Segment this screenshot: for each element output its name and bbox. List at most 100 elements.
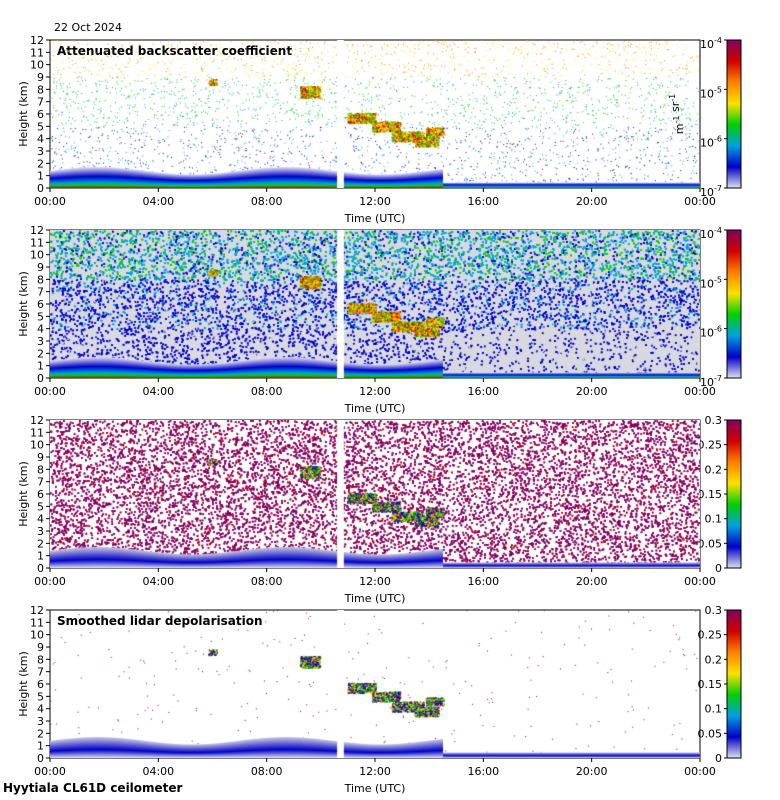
y-tick-label: 4 xyxy=(37,133,44,146)
colorbar-tick-label: 10-7 xyxy=(700,184,722,199)
y-tick-label: 9 xyxy=(37,71,44,84)
y-tick-label: 3 xyxy=(37,335,44,348)
x-tick-label: 04:00 xyxy=(142,195,174,208)
colorbar-tick-label: 10-4 xyxy=(700,36,722,51)
y-tick-label: 6 xyxy=(37,488,44,501)
colorbar-tick-label: 10-4 xyxy=(700,226,722,241)
x-tick-label: 12:00 xyxy=(359,385,391,398)
x-tick-label: 00:00 xyxy=(34,765,66,778)
y-tick-label: 10 xyxy=(30,629,44,642)
x-tick-label: 12:00 xyxy=(359,575,391,588)
colorbar-tick-label: 10-7 xyxy=(700,374,722,389)
x-tick-label: 04:00 xyxy=(142,575,174,588)
y-tick-label: 6 xyxy=(37,108,44,121)
y-tick-label: 11 xyxy=(30,426,44,439)
y-tick-label: 1 xyxy=(37,740,44,753)
heatmap-image xyxy=(50,420,700,568)
heatmap-image xyxy=(50,230,700,378)
y-tick-label: 4 xyxy=(37,323,44,336)
colorbar-tick-label: 0.3 xyxy=(705,604,723,617)
y-tick-label: 12 xyxy=(30,414,44,427)
x-tick-label: 16:00 xyxy=(467,195,499,208)
y-tick-label: 0 xyxy=(37,182,44,195)
x-tick-label: 00:00 xyxy=(684,765,716,778)
y-axis-label: Height (km) xyxy=(17,271,30,337)
y-axis-label: Height (km) xyxy=(17,651,30,717)
x-tick-label: 00:00 xyxy=(684,575,716,588)
y-tick-label: 10 xyxy=(30,249,44,262)
x-tick-label: 12:00 xyxy=(359,765,391,778)
y-tick-label: 11 xyxy=(30,616,44,629)
x-tick-label: 08:00 xyxy=(251,195,283,208)
colorbar-tick-label: 0.1 xyxy=(705,513,723,526)
y-tick-label: 1 xyxy=(37,550,44,563)
y-tick-label: 9 xyxy=(37,261,44,274)
colorbar-tick-label: 10-6 xyxy=(700,135,722,150)
y-tick-label: 6 xyxy=(37,298,44,311)
x-tick-label: 16:00 xyxy=(467,575,499,588)
colorbar-tick-label: 0.15 xyxy=(698,678,723,691)
y-tick-label: 5 xyxy=(37,120,44,133)
y-axis-label: Height (km) xyxy=(17,461,30,527)
y-tick-label: 2 xyxy=(37,157,44,170)
colorbar-tick-label: 0.2 xyxy=(705,653,723,666)
x-tick-label: 20:00 xyxy=(576,575,608,588)
colorbar-tick-label: 0.3 xyxy=(705,414,723,427)
y-tick-label: 12 xyxy=(30,34,44,47)
y-tick-label: 4 xyxy=(37,703,44,716)
x-axis-label: Time (UTC) xyxy=(344,592,406,605)
y-tick-label: 8 xyxy=(37,273,44,286)
y-tick-label: 8 xyxy=(37,463,44,476)
colorbar xyxy=(726,609,742,759)
colorbar-tick-label: 0.05 xyxy=(698,727,723,740)
x-tick-label: 00:00 xyxy=(34,385,66,398)
y-tick-label: 8 xyxy=(37,83,44,96)
colorbar-tick-label: 0.25 xyxy=(698,439,723,452)
x-axis-label: Time (UTC) xyxy=(344,402,406,415)
y-tick-label: 12 xyxy=(30,604,44,617)
y-tick-label: 7 xyxy=(37,286,44,299)
y-tick-label: 5 xyxy=(37,690,44,703)
y-tick-label: 3 xyxy=(37,145,44,158)
colorbar-tick-label: 0.1 xyxy=(705,703,723,716)
y-tick-label: 7 xyxy=(37,666,44,679)
y-tick-label: 3 xyxy=(37,715,44,728)
x-tick-label: 04:00 xyxy=(142,385,174,398)
colorbar-tick-label: 0.15 xyxy=(698,488,723,501)
heatmap-image xyxy=(50,610,700,758)
x-tick-label: 08:00 xyxy=(251,765,283,778)
y-tick-label: 3 xyxy=(37,525,44,538)
colorbar-tick-label: 0.2 xyxy=(705,463,723,476)
x-tick-label: 00:00 xyxy=(684,385,716,398)
colorbar-tick-label: 0 xyxy=(715,752,722,765)
date-label: 22 Oct 2024 xyxy=(54,21,123,34)
site-instrument-label: Hyytiala CL61D ceilometer xyxy=(3,781,183,795)
colorbar xyxy=(726,419,742,569)
x-tick-label: 20:00 xyxy=(576,385,608,398)
y-tick-label: 10 xyxy=(30,439,44,452)
y-tick-label: 11 xyxy=(30,46,44,59)
y-tick-label: 9 xyxy=(37,451,44,464)
y-tick-label: 10 xyxy=(30,59,44,72)
y-tick-label: 2 xyxy=(37,537,44,550)
colorbar xyxy=(726,39,742,189)
x-tick-label: 00:00 xyxy=(684,195,716,208)
y-tick-label: 4 xyxy=(37,513,44,526)
y-tick-label: 12 xyxy=(30,224,44,237)
x-axis-label: Time (UTC) xyxy=(344,212,406,225)
x-tick-label: 08:00 xyxy=(251,385,283,398)
y-tick-label: 0 xyxy=(37,372,44,385)
colorbar-tick-label: 0.25 xyxy=(698,629,723,642)
y-tick-label: 1 xyxy=(37,170,44,183)
y-tick-label: 6 xyxy=(37,678,44,691)
y-tick-label: 2 xyxy=(37,347,44,360)
y-tick-label: 5 xyxy=(37,500,44,513)
colorbar-tick-label: 0.05 xyxy=(698,537,723,550)
y-tick-label: 8 xyxy=(37,653,44,666)
x-tick-label: 16:00 xyxy=(467,765,499,778)
x-tick-label: 16:00 xyxy=(467,385,499,398)
colorbar-tick-label: 0 xyxy=(715,562,722,575)
x-tick-label: 04:00 xyxy=(142,765,174,778)
x-tick-label: 20:00 xyxy=(576,195,608,208)
